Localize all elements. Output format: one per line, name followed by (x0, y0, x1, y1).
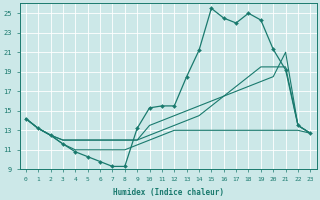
X-axis label: Humidex (Indice chaleur): Humidex (Indice chaleur) (113, 188, 224, 197)
